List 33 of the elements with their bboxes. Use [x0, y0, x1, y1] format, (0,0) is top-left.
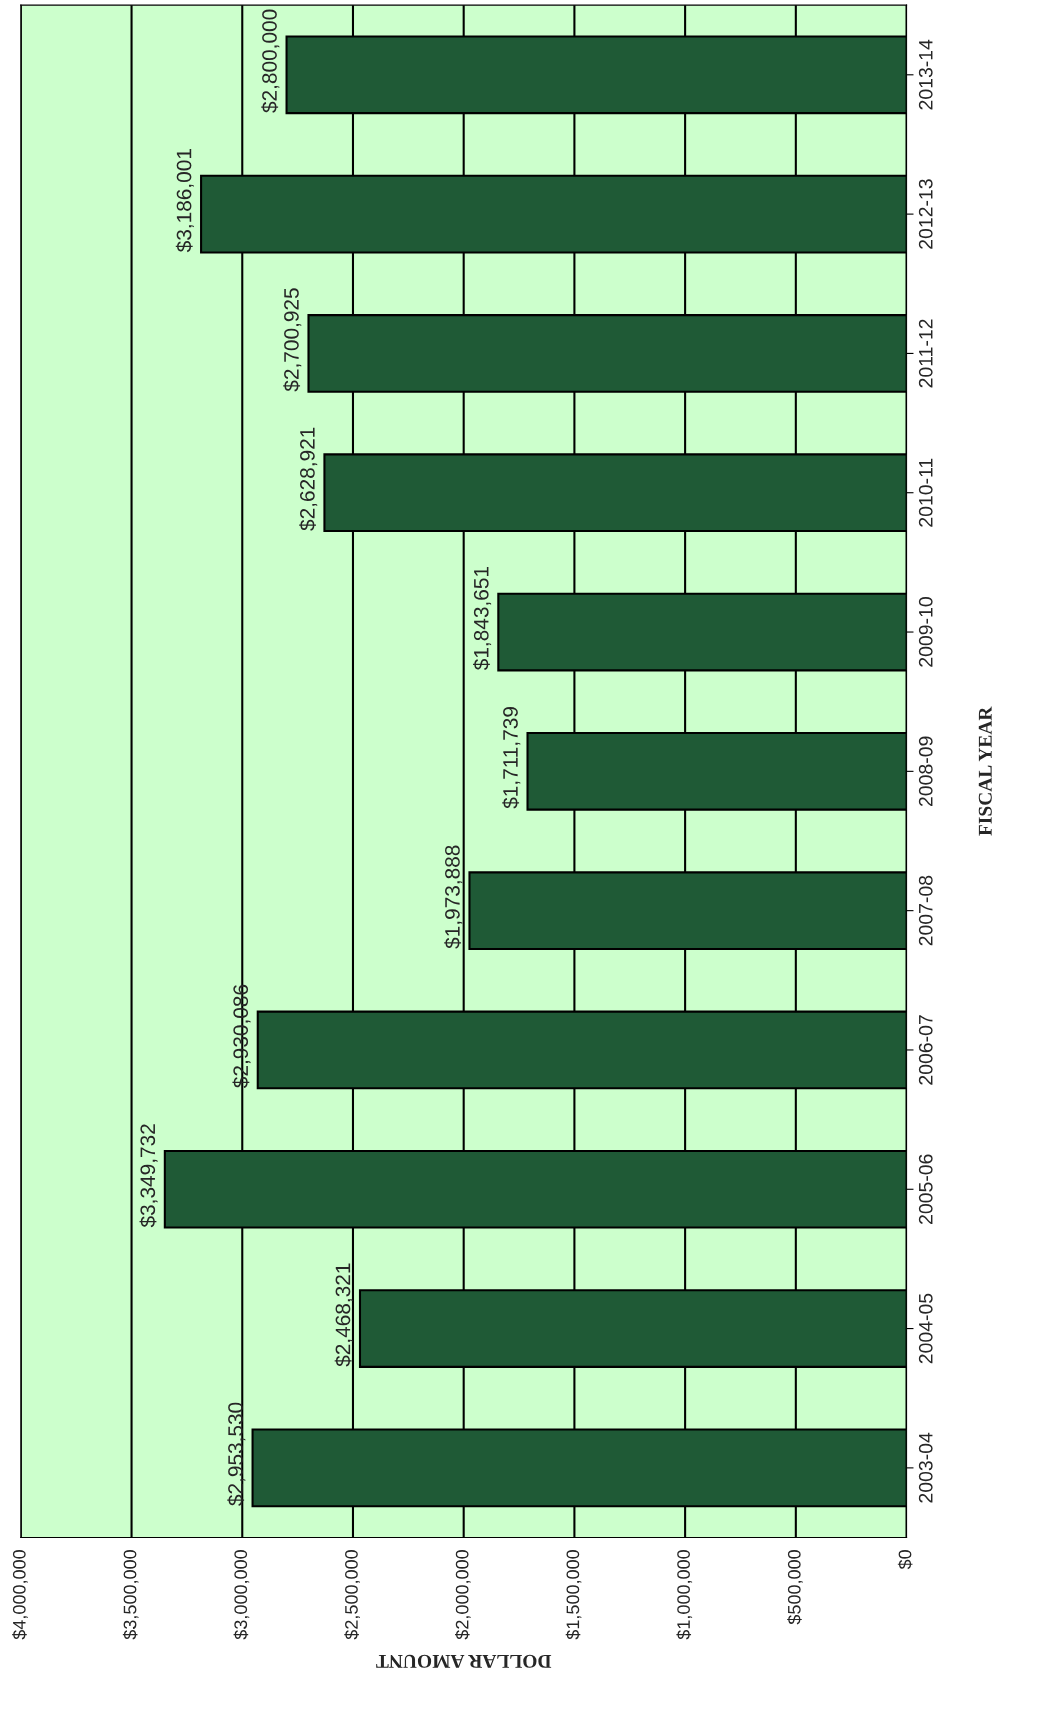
y-tick-label: 2009-10: [918, 597, 933, 667]
data-label: $1,973,888: [444, 845, 463, 949]
data-label: $3,349,732: [139, 1124, 158, 1228]
data-label: $3,186,001: [175, 149, 194, 253]
data-label: $1,711,739: [502, 707, 521, 809]
y-tick-label: 2008-09: [918, 736, 933, 807]
data-label: $2,468,321: [334, 1263, 353, 1367]
data-label: $2,700,925: [283, 288, 302, 392]
y-tick-label: 2005-06: [918, 1154, 933, 1224]
y-tick-label: 2006-07: [918, 1015, 933, 1085]
data-label: $2,930,086: [232, 984, 251, 1088]
x-tick-label: $500,000: [787, 1550, 803, 1625]
y-tick-label: 2004-05: [918, 1293, 933, 1364]
y-tick-label: 2007-08: [918, 875, 933, 946]
x-tick-label: $3,500,000: [122, 1550, 139, 1640]
y-tick-label: 2010-11: [918, 458, 933, 527]
data-label: $1,843,651: [473, 567, 492, 671]
x-tick-label: $1,000,000: [676, 1550, 693, 1640]
y-tick-label: 2012-13: [918, 179, 933, 249]
y-tick-label: 2003-04: [918, 1432, 933, 1503]
y-tick-label: 2013-14: [918, 39, 933, 110]
x-axis-title: DOLLAR AMOUNT: [376, 1654, 552, 1668]
y-axis-title: FISCAL YEAR: [978, 706, 992, 836]
x-tick-label: $2,000,000: [454, 1550, 471, 1640]
data-label: $2,953,530: [227, 1402, 246, 1506]
x-tick-label: $0: [897, 1550, 913, 1570]
x-tick-label: $4,000,000: [12, 1550, 28, 1640]
data-label: $2,800,000: [261, 9, 280, 113]
x-tick-label: $2,500,000: [344, 1550, 360, 1640]
x-tick-label: $1,500,000: [565, 1550, 582, 1640]
y-tick-label: 2011-12: [918, 319, 933, 388]
x-tick-label: $3,000,000: [233, 1550, 250, 1640]
data-label: $2,628,921: [299, 427, 318, 531]
